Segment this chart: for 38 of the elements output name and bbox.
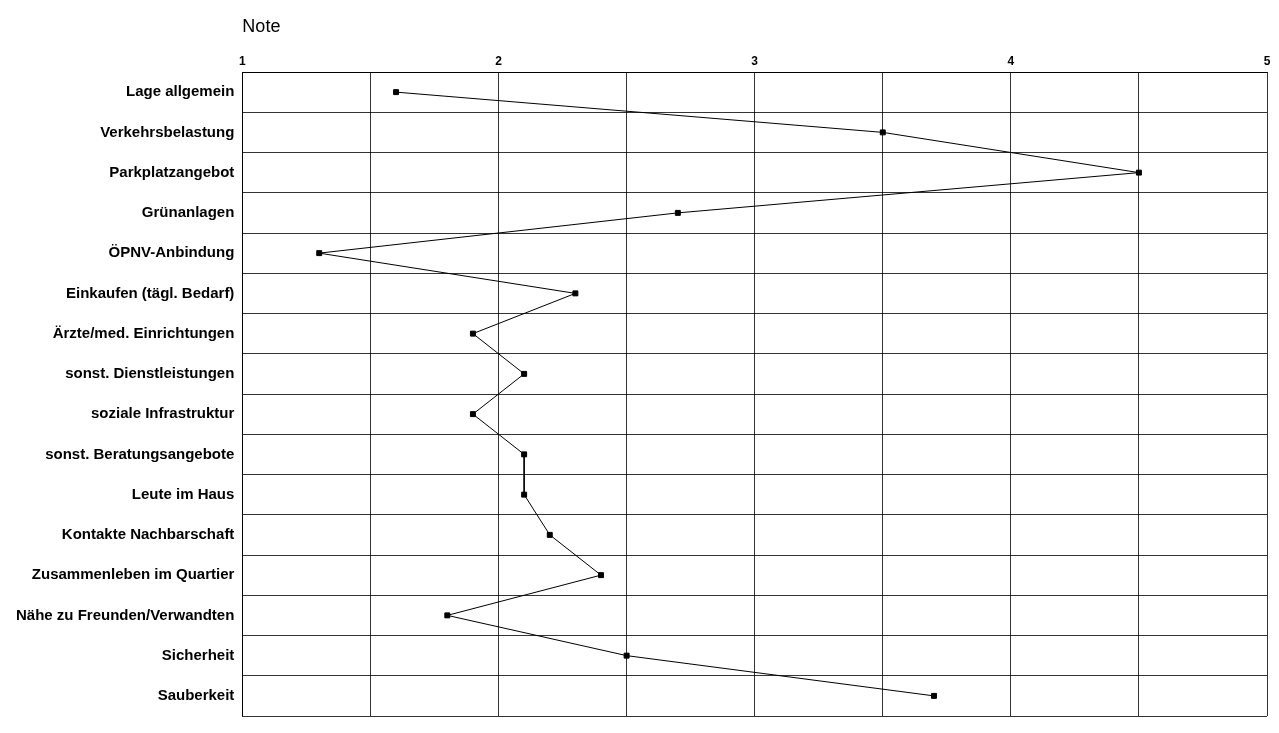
- y-tick-label: Verkehrsbelastung: [100, 122, 235, 140]
- point: [521, 491, 528, 498]
- point: [879, 129, 886, 136]
- y-tick-label: Leute im Haus: [131, 484, 235, 502]
- x-tick-label: 2: [495, 54, 503, 69]
- point: [1135, 169, 1142, 176]
- point: [572, 290, 579, 297]
- y-tick-label: ÖPNV-Anbindung: [108, 243, 235, 261]
- point: [469, 330, 476, 337]
- x-tick-label: 3: [751, 54, 759, 69]
- y-tick-label: Parkplatzangebot: [109, 162, 235, 180]
- y-tick-label: Grünanlagen: [141, 203, 235, 221]
- point: [521, 370, 528, 377]
- x-tick-label: 1: [239, 54, 247, 69]
- y-tick-label: Einkaufen (tägl. Bedarf): [66, 283, 235, 301]
- point: [546, 531, 553, 538]
- point: [598, 572, 604, 579]
- y-tick-label: soziale Infrastruktur: [91, 404, 235, 422]
- y-tick-label: Sauberkeit: [157, 686, 235, 704]
- point: [469, 411, 476, 418]
- x-axis-title: Note: [242, 15, 281, 36]
- point: [393, 89, 400, 96]
- x-tick-label: 4: [1007, 54, 1015, 69]
- y-tick-label: Kontakte Nachbarschaft: [61, 525, 235, 543]
- point: [931, 692, 937, 699]
- point: [444, 612, 451, 619]
- y-tick-label: sonst. Dienstleistungen: [65, 364, 235, 382]
- y-tick-label: Zusammenleben im Quartier: [31, 565, 235, 583]
- x-tick-label: 5: [1263, 54, 1271, 69]
- point: [316, 250, 323, 257]
- y-tick-label: Ärzte/med. Einrichtungen: [52, 323, 235, 341]
- y-tick-label: sonst. Beratungsangebote: [45, 444, 235, 462]
- y-tick-label: Nähe zu Freunden/Verwandten: [16, 605, 235, 623]
- point: [674, 209, 681, 216]
- point: [623, 652, 630, 659]
- point: [521, 451, 528, 458]
- y-tick-label: Sicherheit: [161, 645, 235, 663]
- y-tick-label: Lage allgemein: [126, 82, 235, 100]
